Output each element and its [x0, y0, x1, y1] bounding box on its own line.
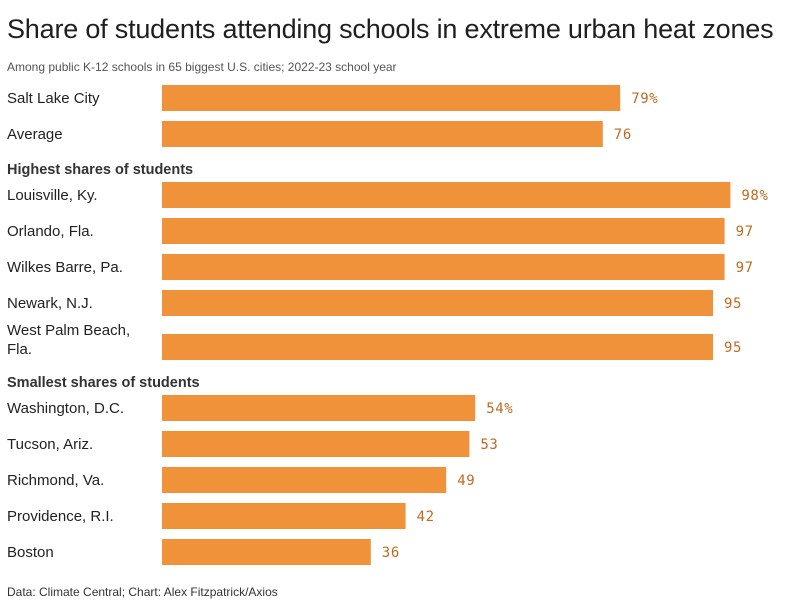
value-label: 76	[614, 127, 632, 143]
bar-row: Wilkes Barre, Pa. 97	[7, 254, 754, 280]
category-label-line: West Palm Beach,	[7, 322, 130, 339]
bar	[162, 218, 725, 244]
value-label: 95	[724, 340, 742, 356]
value-label: 54%	[486, 401, 513, 417]
bar	[162, 254, 725, 280]
category-label: Boston	[7, 544, 54, 561]
value-label: 53	[480, 437, 498, 453]
bar-row: West Palm Beach, Fla. 95	[7, 322, 742, 360]
bar	[162, 334, 713, 360]
value-label: 49	[457, 473, 475, 489]
section-heading: Smallest shares of students	[7, 375, 200, 391]
bar-row: Salt Lake City 79%	[7, 85, 658, 111]
chart-source: Data: Climate Central; Chart: Alex Fitzp…	[7, 585, 278, 599]
category-label: Salt Lake City	[7, 90, 100, 107]
category-label: Providence, R.I.	[7, 508, 114, 525]
bar-row: Boston 36	[7, 539, 400, 565]
value-label: 42	[417, 509, 435, 525]
value-label: 79%	[631, 91, 658, 107]
category-label: Wilkes Barre, Pa.	[7, 259, 123, 276]
category-label: Newark, N.J.	[7, 295, 93, 312]
bar	[162, 121, 603, 147]
bar-row: Richmond, Va. 49	[7, 467, 475, 493]
category-label: Orlando, Fla.	[7, 223, 94, 240]
section-heading: Highest shares of students	[7, 162, 193, 178]
category-label: West Palm Beach, Fla.	[7, 322, 130, 358]
bar	[162, 503, 406, 529]
category-label: Average	[7, 126, 63, 143]
bar	[162, 467, 447, 493]
bar-row: Average 76	[7, 121, 632, 147]
bar-row: Louisville, Ky. 98%	[7, 182, 768, 208]
chart-title: Share of students attending schools in e…	[7, 14, 774, 44]
bar-row: Providence, R.I. 42	[7, 503, 435, 529]
bar-row: Tucson, Ariz. 53	[7, 431, 498, 457]
value-label: 98%	[741, 188, 768, 204]
bar	[162, 539, 371, 565]
category-label: Tucson, Ariz.	[7, 436, 93, 453]
value-label: 95	[724, 296, 742, 312]
category-label: Louisville, Ky.	[7, 187, 98, 204]
bar	[162, 290, 713, 316]
bar-row: Newark, N.J. 95	[7, 290, 742, 316]
value-label: 36	[382, 545, 400, 561]
bar-row: Washington, D.C. 54%	[7, 395, 513, 421]
bar	[162, 182, 731, 208]
chart-subtitle: Among public K-12 schools in 65 biggest …	[7, 60, 397, 74]
bar	[162, 85, 621, 111]
value-label: 97	[736, 224, 754, 240]
category-label-line: Fla.	[7, 341, 32, 358]
category-label: Richmond, Va.	[7, 472, 104, 489]
category-label: Washington, D.C.	[7, 400, 124, 417]
bar	[162, 431, 470, 457]
bar	[162, 395, 476, 421]
bar-row: Orlando, Fla. 97	[7, 218, 754, 244]
value-label: 97	[736, 260, 754, 276]
